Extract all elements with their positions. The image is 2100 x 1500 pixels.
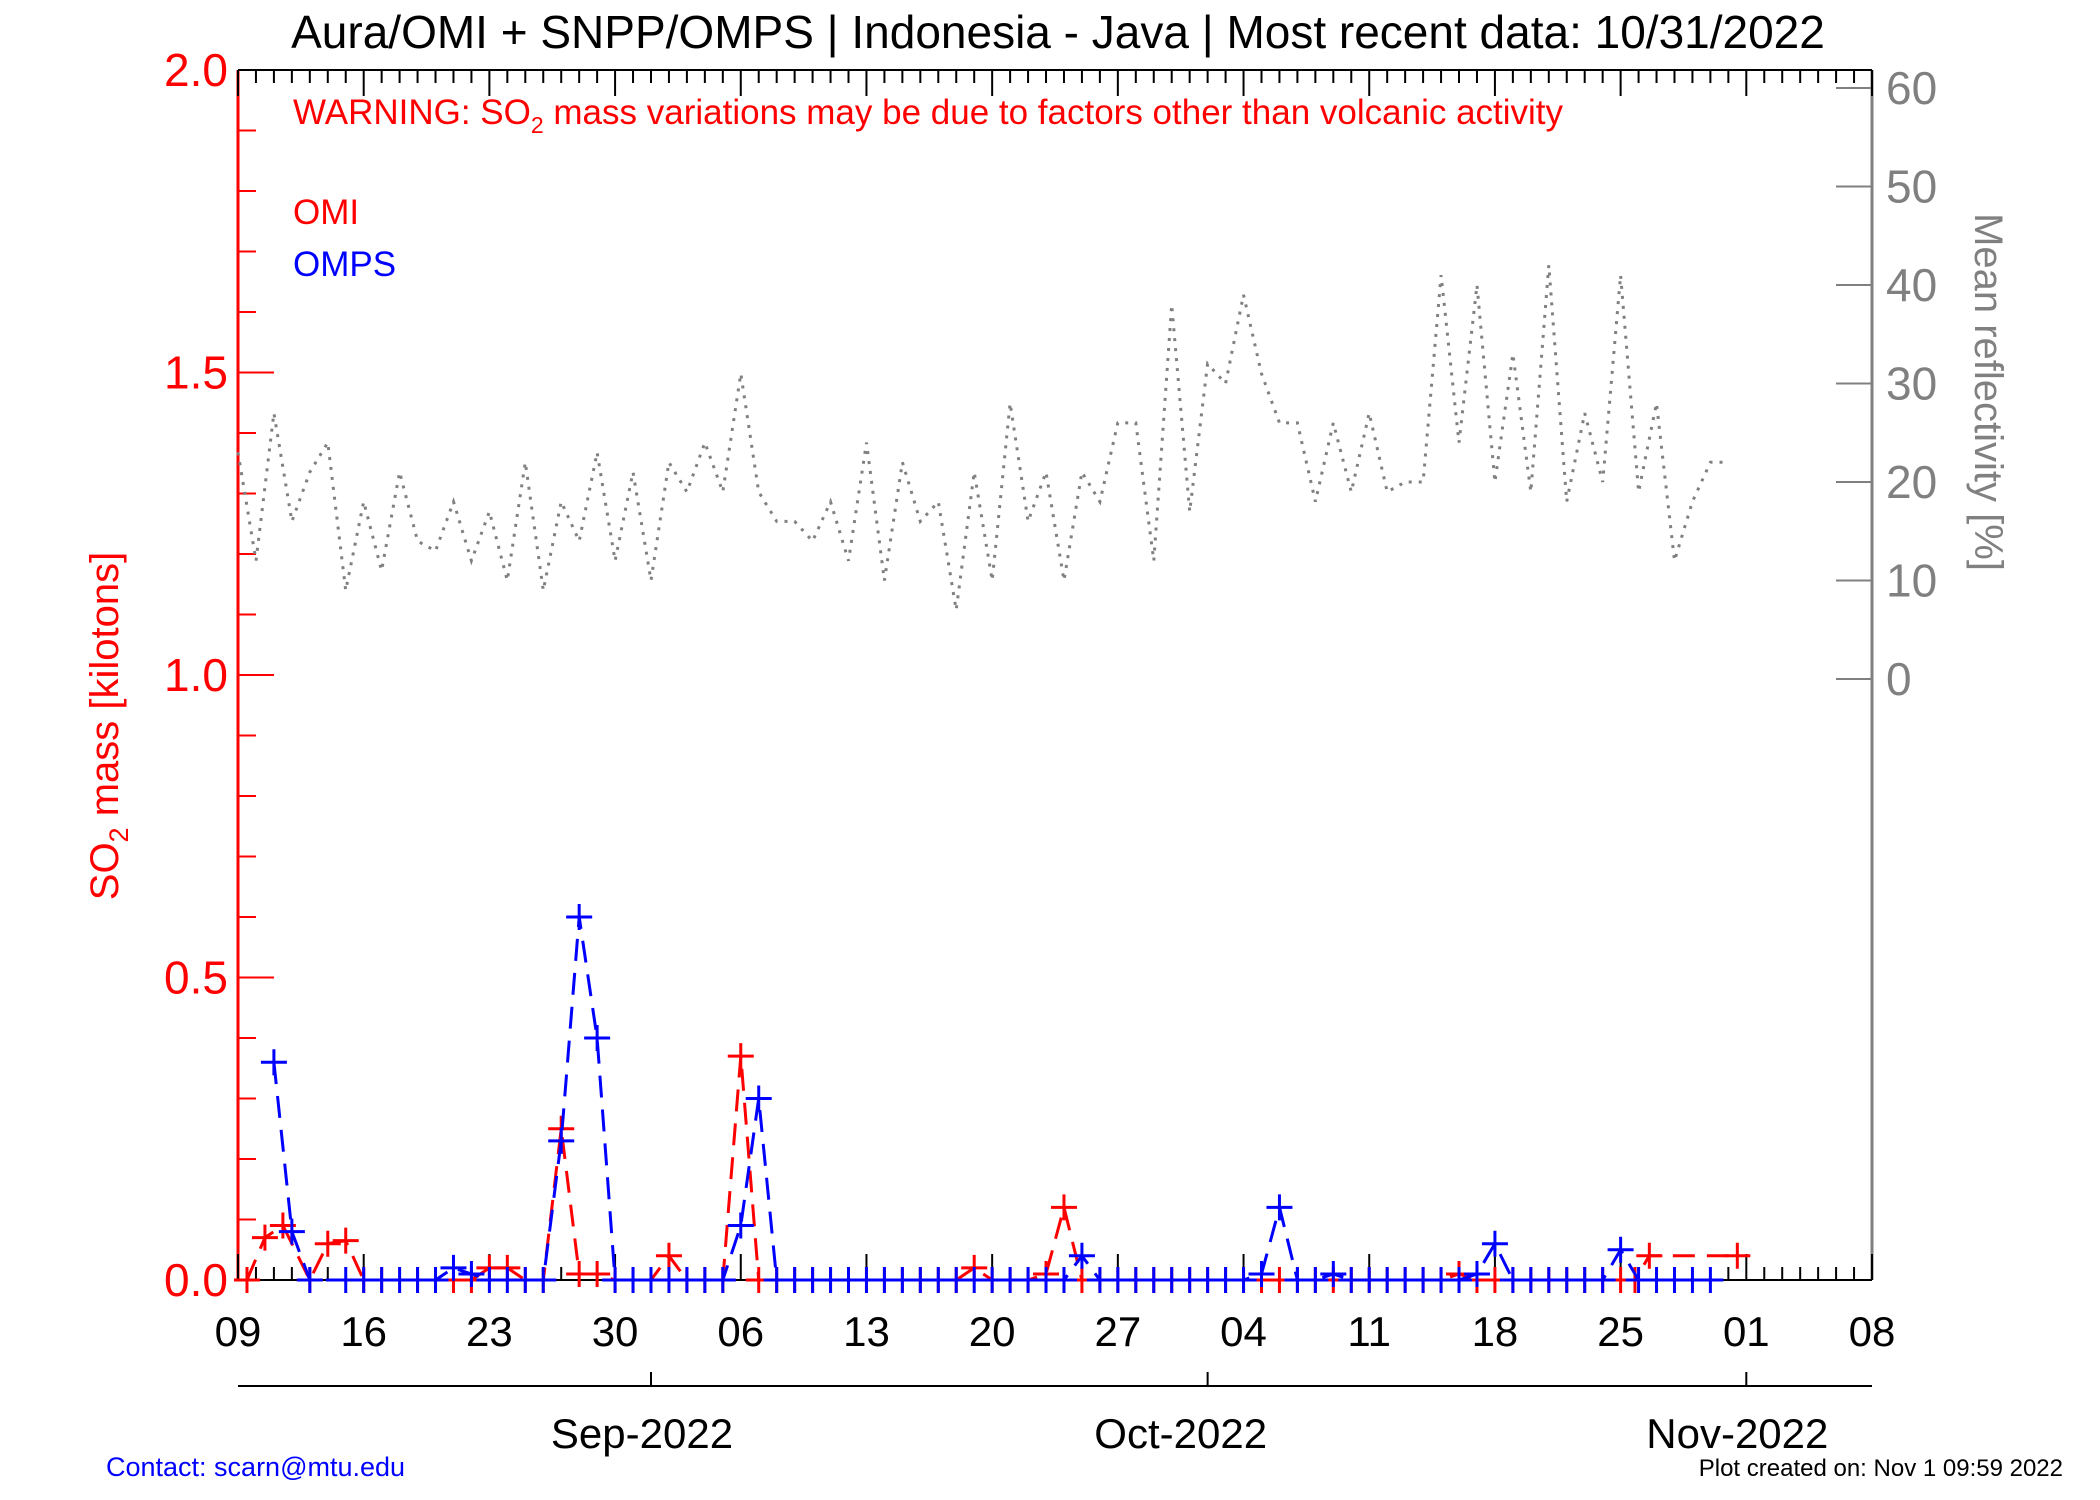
y-tick-label: 1.0 bbox=[164, 649, 228, 701]
omi-point bbox=[1636, 1242, 1663, 1269]
omi-point bbox=[1724, 1242, 1751, 1269]
y-tick-label: 0.0 bbox=[164, 1254, 228, 1306]
y-axis-label: SO2 mass [kilotons] bbox=[83, 552, 134, 900]
omi-point bbox=[655, 1242, 682, 1269]
omps-point bbox=[440, 1254, 467, 1281]
omps-point bbox=[1302, 1267, 1329, 1293]
legend-omps: OMPS bbox=[293, 245, 396, 284]
y2-tick-label: 60 bbox=[1886, 62, 1937, 114]
omi-point bbox=[584, 1260, 611, 1287]
omps-point bbox=[548, 1127, 575, 1154]
omps-point bbox=[1446, 1267, 1473, 1293]
x-tick-label: 23 bbox=[466, 1308, 513, 1355]
month-label: Nov-2022 bbox=[1646, 1410, 1828, 1457]
y2-tick-label: 20 bbox=[1886, 456, 1937, 508]
omps-point bbox=[584, 1025, 611, 1051]
omps-point bbox=[296, 1267, 323, 1293]
x-tick-label: 11 bbox=[1347, 1308, 1391, 1355]
x-tick-label: 13 bbox=[843, 1308, 890, 1355]
omps-point bbox=[1230, 1267, 1257, 1293]
omps-point bbox=[745, 1085, 772, 1112]
x-tick-label: 06 bbox=[717, 1308, 764, 1355]
x-tick-label: 30 bbox=[592, 1308, 639, 1355]
x-tick-label: 09 bbox=[215, 1308, 262, 1355]
omps-point bbox=[566, 904, 593, 930]
mean-reflectivity-line bbox=[236, 265, 1729, 611]
y2-tick-label: 0 bbox=[1886, 653, 1912, 705]
month-label: Sep-2022 bbox=[551, 1410, 733, 1457]
omi-point bbox=[727, 1043, 754, 1070]
plot-created-text: Plot created on: Nov 1 09:59 2022 bbox=[1699, 1455, 2063, 1482]
y2-tick-label: 30 bbox=[1886, 358, 1937, 410]
omps-point bbox=[458, 1260, 485, 1287]
x-tick-label: 08 bbox=[1849, 1308, 1896, 1355]
omi-point bbox=[233, 1267, 260, 1293]
omi-point bbox=[1050, 1194, 1077, 1221]
omps-point bbox=[1050, 1267, 1077, 1293]
y2-axis-label: Mean reflectivity [%] bbox=[1966, 213, 2010, 571]
y2-tick-label: 50 bbox=[1886, 161, 1937, 213]
omi-line bbox=[245, 1056, 1738, 1284]
month-label: Oct-2022 bbox=[1094, 1410, 1267, 1457]
omps-point bbox=[1320, 1260, 1347, 1287]
omps-point bbox=[1589, 1267, 1616, 1293]
omps-point bbox=[260, 1049, 287, 1076]
x-tick-label: 27 bbox=[1094, 1308, 1141, 1355]
omps-point bbox=[278, 1218, 305, 1245]
contact-text: Contact: scarn@mtu.edu bbox=[106, 1452, 405, 1482]
omps-point bbox=[1481, 1230, 1508, 1257]
omi-point bbox=[251, 1224, 278, 1251]
warning-text: WARNING: SO2 mass variations may be due … bbox=[293, 93, 1564, 138]
omps-point bbox=[1248, 1260, 1275, 1287]
omps-point bbox=[530, 1267, 557, 1293]
omps-point bbox=[1463, 1260, 1490, 1287]
x-tick-label: 25 bbox=[1597, 1308, 1644, 1355]
x-tick-label: 04 bbox=[1220, 1308, 1267, 1355]
omps-point bbox=[1068, 1242, 1095, 1269]
y2-tick-label: 40 bbox=[1886, 259, 1937, 311]
omps-line bbox=[272, 916, 1711, 1282]
omps-point bbox=[1266, 1194, 1293, 1221]
y-tick-label: 1.5 bbox=[164, 347, 228, 399]
x-tick-label: 01 bbox=[1723, 1308, 1770, 1355]
legend-omi: OMI bbox=[293, 193, 359, 232]
omps-point bbox=[1607, 1236, 1634, 1263]
x-tick-label: 18 bbox=[1472, 1308, 1519, 1355]
x-tick-label: 16 bbox=[340, 1308, 387, 1355]
omps-point bbox=[1697, 1267, 1724, 1293]
omps-point bbox=[422, 1267, 449, 1293]
omps-point bbox=[727, 1212, 754, 1239]
omi-point bbox=[332, 1227, 359, 1254]
omps-point bbox=[709, 1267, 736, 1293]
y-tick-label: 0.5 bbox=[164, 952, 228, 1004]
omi-point bbox=[314, 1230, 341, 1257]
x-tick-label: 20 bbox=[969, 1308, 1016, 1355]
chart-title: Aura/OMI + SNPP/OMPS | Indonesia - Java … bbox=[291, 6, 1825, 58]
y2-tick-label: 10 bbox=[1886, 555, 1937, 607]
y-tick-label: 2.0 bbox=[164, 44, 228, 96]
